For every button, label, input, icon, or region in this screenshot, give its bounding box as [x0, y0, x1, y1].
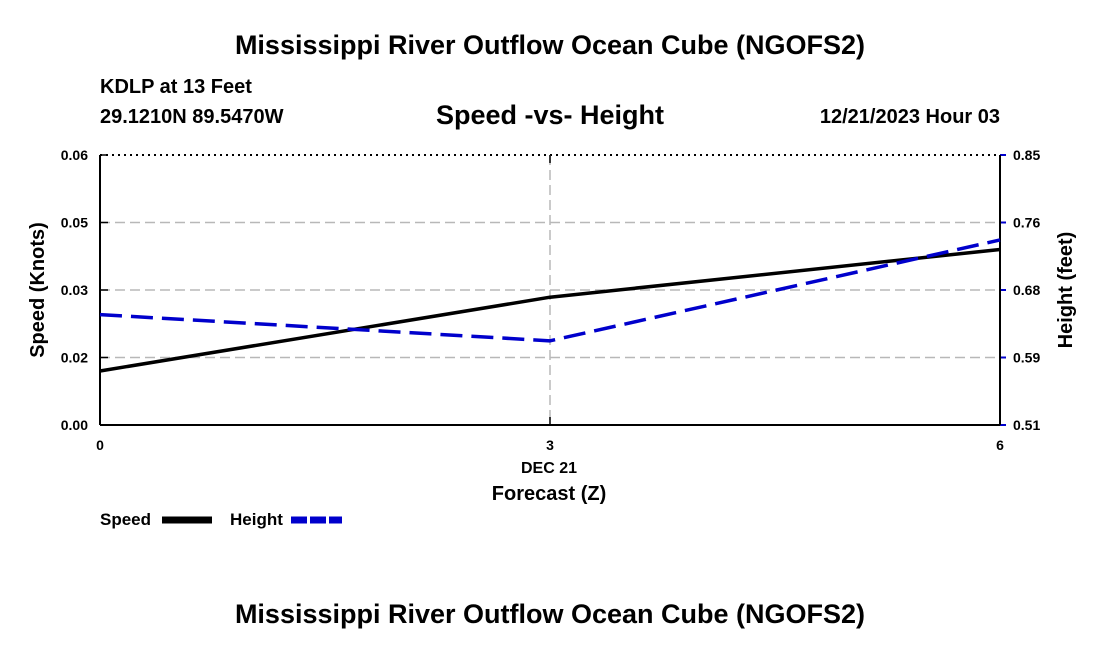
- x-tick-label: 3: [546, 437, 554, 453]
- x-tick-label: 6: [996, 437, 1004, 453]
- left-tick-label: 0.06: [61, 147, 88, 163]
- right-tick-label: 0.51: [1013, 417, 1040, 433]
- left-tick-label: 0.05: [61, 215, 88, 231]
- grid: [99, 154, 1006, 426]
- legend-label-speed: Speed: [100, 510, 151, 529]
- axes: [99, 155, 1001, 426]
- footer-title: Mississippi River Outflow Ocean Cube (NG…: [234, 599, 866, 629]
- left-tick-label: 0.02: [61, 350, 88, 366]
- right-tick-label: 0.59: [1013, 350, 1040, 366]
- chart-title: Mississippi River Outflow Ocean Cube (NG…: [234, 30, 866, 60]
- chart-subtitle: Speed -vs- Height: [435, 100, 665, 130]
- series-line-speed: [99, 247, 1001, 373]
- series-line-height: [99, 238, 1001, 343]
- right-tick-label: 0.85: [1013, 147, 1040, 163]
- forecast-datetime: 12/21/2023 Hour 03: [819, 106, 1000, 128]
- right-y-axis-label: Height (feet): [1055, 232, 1077, 349]
- x-axis-label: Forecast (Z): [492, 483, 606, 505]
- left-tick-label: 0.00: [61, 417, 88, 433]
- legend-label-height: Height: [230, 510, 283, 529]
- station-label: KDLP at 13 Feet: [100, 76, 252, 98]
- x-tick-label: 0: [96, 437, 104, 453]
- tick-labels: 0.00 0.02 0.03 0.05 0.06 0.51 0.59 0.68 0.76 0.85…: [61, 147, 1041, 453]
- legend: Speed Height: [100, 510, 342, 529]
- station-coordinates: 29.1210N 89.5470W: [100, 106, 284, 128]
- series: [99, 238, 1001, 373]
- left-tick-label: 0.03: [61, 282, 88, 298]
- x-date-label: DEC 21: [521, 460, 577, 477]
- right-tick-label: 0.76: [1013, 215, 1040, 231]
- right-tick-label: 0.68: [1013, 282, 1040, 298]
- left-y-axis-label: Speed (Knots): [27, 222, 49, 358]
